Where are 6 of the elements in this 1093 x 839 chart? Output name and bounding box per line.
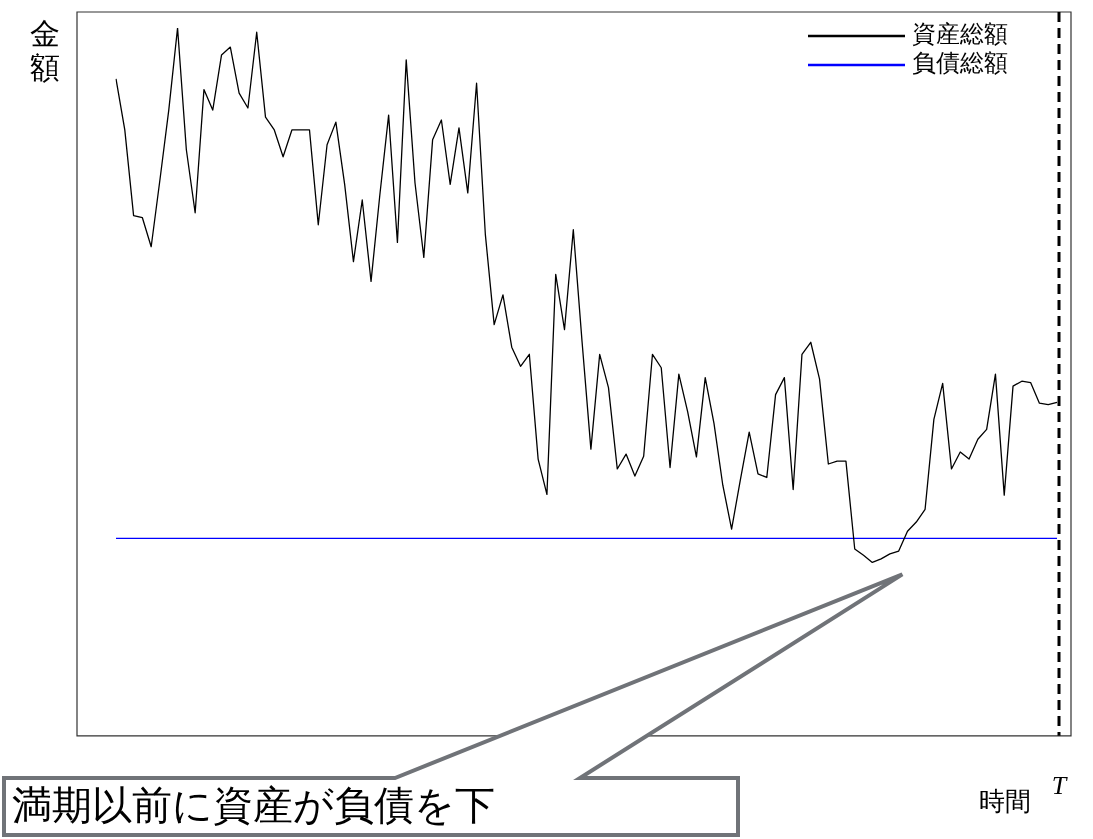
legend-label: 資産総額 [912, 21, 1008, 48]
text: 満期以前に資産が負債を下 [12, 782, 495, 828]
legend-label: 負債総額 [912, 50, 1008, 77]
x-axis-title: 時間 [979, 786, 1031, 816]
text: T [1051, 770, 1067, 800]
y-axis-title: 金額 [30, 16, 60, 84]
